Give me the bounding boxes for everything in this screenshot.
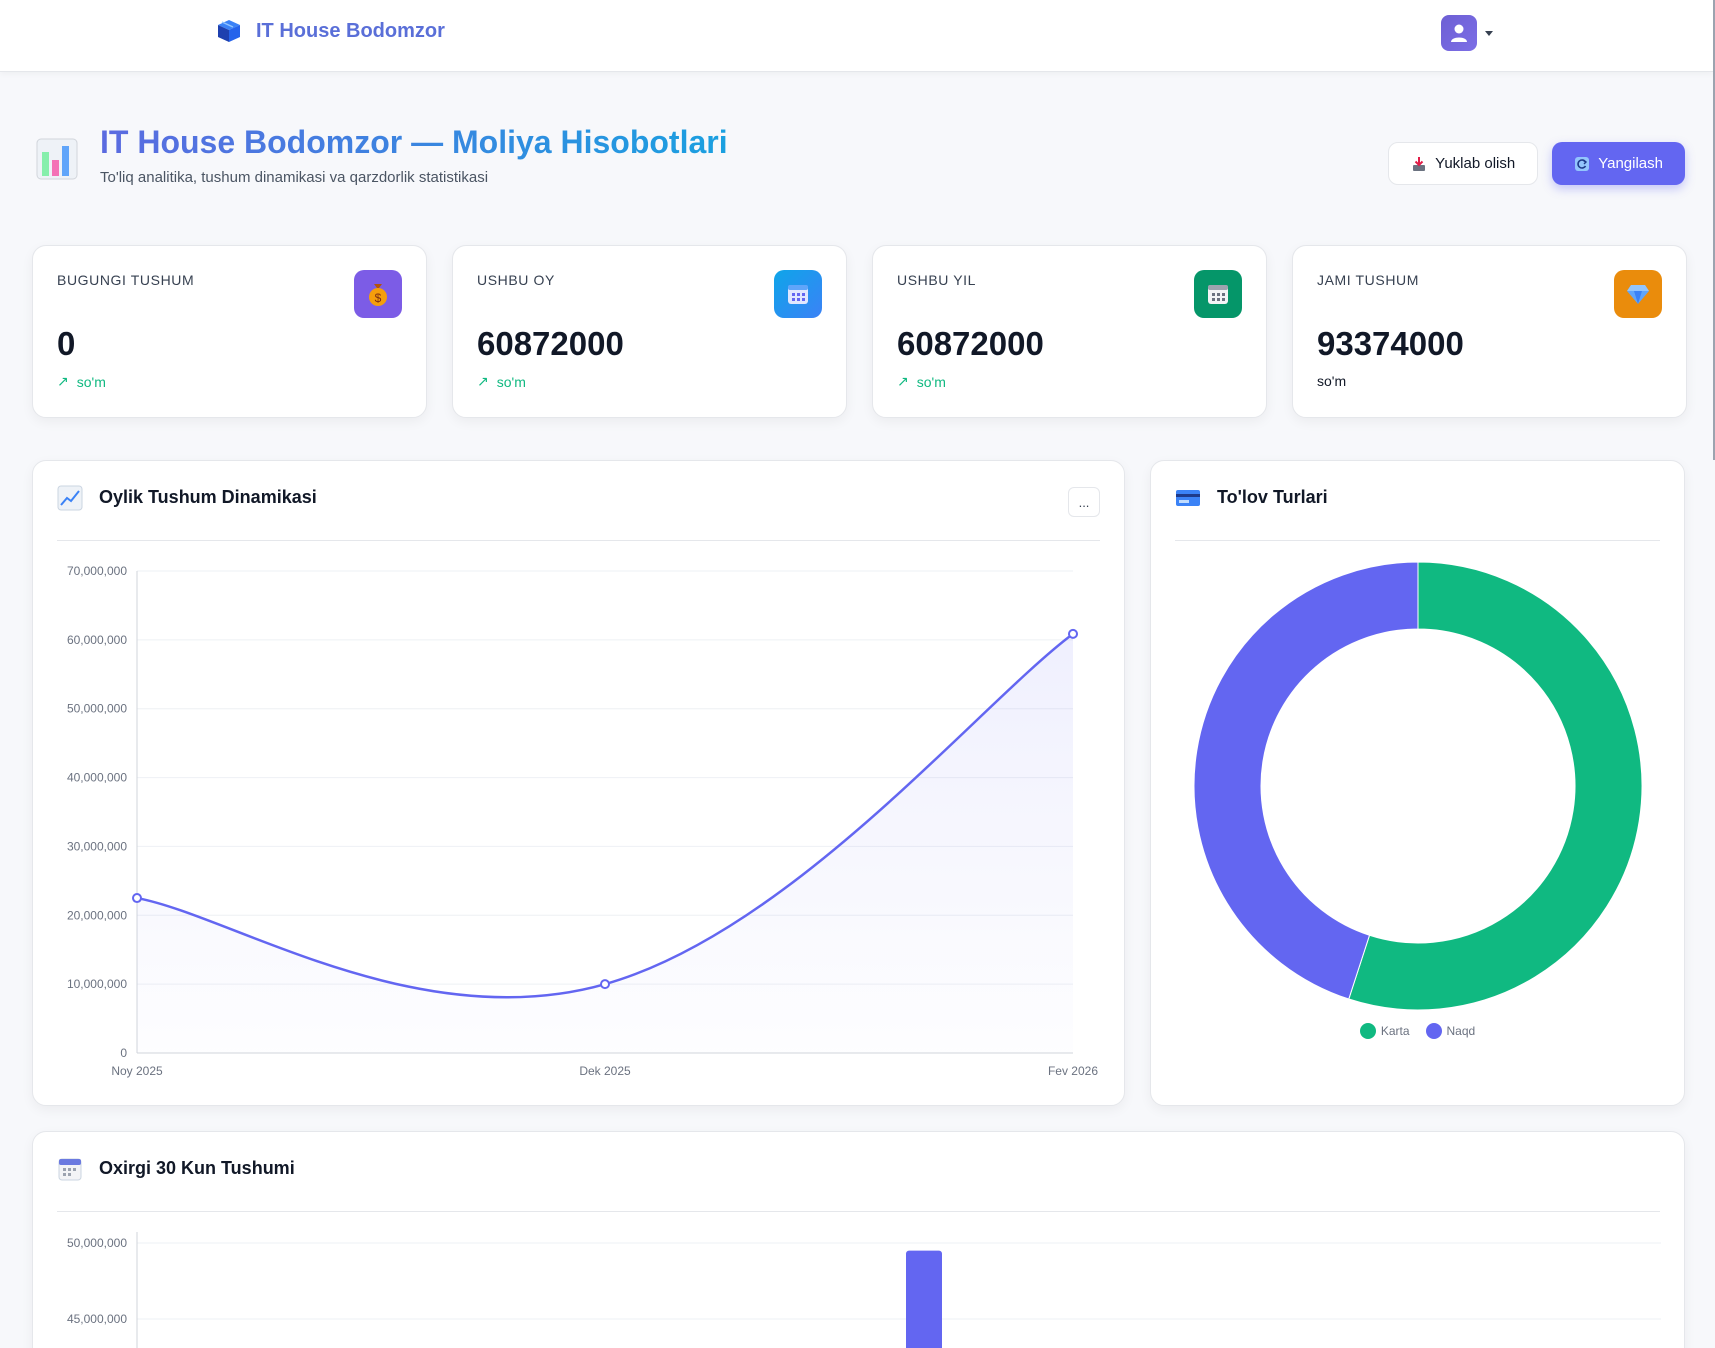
user-icon [1451,24,1467,42]
stat-label: BUGUNGI TUSHUM [57,272,195,288]
stats-row: BUGUNGI TUSHUM $ 0 ↗ so'm USHBU OY 60872… [32,245,1687,418]
download-label: Yuklab olish [1435,155,1516,172]
card-header: Oxirgi 30 Kun Tushumi [57,1156,1660,1212]
monthly-line-chart: 0 10,000,000 20,000,000 30,000,000 40,000,00… [67,564,1098,1078]
y-tick-label: 60,000,000 [67,633,127,647]
chevron-down-icon[interactable] [1485,30,1493,36]
line-chart-icon [57,485,83,511]
last-30-days-card: Oxirgi 30 Kun Tushumi 50,000,000 45,000,0… [32,1131,1685,1348]
x-tick-label: Dek 2025 [579,1064,631,1078]
download-button[interactable]: Yuklab olish [1388,142,1539,185]
legend-label: Karta [1380,1024,1410,1038]
y-tick-label: 50,000,000 [67,702,127,716]
page-header: IT House Bodomzor — Moliya Hisobotlari T… [36,124,728,186]
payment-donut-chart [1193,561,1643,1011]
header-actions: Yuklab olish Yangilash [1388,142,1685,185]
money-bag-icon: $ [354,270,402,318]
y-tick-label: 50,000,000 [67,1236,127,1250]
y-tick-label: 0 [120,1046,127,1060]
stat-card-month: USHBU OY 60872000 ↗ so'm [452,245,847,418]
data-point [600,979,610,990]
legend-label: Naqd [1446,1024,1476,1038]
stat-card-today: BUGUNGI TUSHUM $ 0 ↗ so'm [32,245,427,418]
monthly-revenue-card: Oylik Tushum Dinamikasi ... 0 10,000,000 2… [32,460,1125,1106]
legend-swatch [1425,1023,1442,1039]
legend-item-naqd[interactable]: Naqd [1425,1023,1476,1039]
y-tick-label: 30,000,000 [67,839,127,853]
stat-card-year: USHBU YIL 60872000 ↗ so'm [872,245,1267,418]
card-title: Oylik Tushum Dinamikasi [99,487,317,507]
donut-legend: Karta Naqd [1151,1023,1684,1039]
card-header: Oylik Tushum Dinamikasi ... [57,485,1100,541]
cube-icon [218,20,240,42]
card-header: To'lov Turlari [1175,485,1660,541]
stat-value: 60872000 [477,325,624,362]
svg-text:$: $ [375,291,382,305]
brand-name: IT House Bodomzor [256,19,445,42]
trend-up-icon: ↗ [477,373,489,389]
stat-unit: ↗ so'm [897,373,946,390]
stat-unit: so'm [1317,373,1347,389]
y-tick-label: 20,000,000 [67,908,127,922]
brand[interactable]: IT House Bodomzor [216,18,445,44]
calendar-icon [58,1158,82,1181]
user-menu[interactable] [1441,15,1493,51]
download-icon [1413,156,1426,171]
calendar-icon [1194,270,1242,318]
stat-value: 0 [57,325,76,362]
refresh-icon [1575,156,1590,171]
bar-chart-icon [36,138,78,180]
donut-slice-naqd [1193,561,1419,1000]
bar [906,1250,942,1348]
stat-unit: ↗ so'm [477,373,526,390]
top-navbar: IT House Bodomzor [0,0,1713,72]
more-options-button[interactable]: ... [1068,487,1100,517]
y-tick-label: 70,000,000 [67,564,127,578]
scrollbar[interactable] [1713,0,1715,460]
legend-swatch [1359,1023,1376,1039]
daily-bar-chart: 50,000,000 45,000,000 [67,1232,1661,1348]
stat-unit: ↗ so'm [57,373,106,390]
data-point [1068,628,1078,639]
payment-types-card: To'lov Turlari Karta Naqd [1150,460,1685,1106]
y-tick-label: 10,000,000 [67,977,127,991]
refresh-button[interactable]: Yangilash [1552,142,1685,185]
stat-label: USHBU OY [477,272,555,288]
x-tick-label: Fev 2026 [1048,1064,1098,1078]
credit-card-icon [1176,490,1200,506]
stat-value: 60872000 [897,325,1044,362]
line-area-fill [137,633,1073,1053]
card-title: Oxirgi 30 Kun Tushumi [99,1158,295,1178]
trend-up-icon: ↗ [897,373,909,389]
y-tick-label: 40,000,000 [67,771,127,785]
refresh-label: Yangilash [1598,155,1663,172]
trend-up-icon: ↗ [57,373,69,389]
legend-item-karta[interactable]: Karta [1359,1023,1410,1039]
x-tick-label: Noy 2025 [111,1064,163,1078]
stat-value: 93374000 [1317,325,1464,362]
y-tick-label: 45,000,000 [67,1312,127,1326]
data-point [132,893,142,904]
page-title: IT House Bodomzor — Moliya Hisobotlari [100,124,728,160]
stat-card-total: JAMI TUSHUM 93374000 so'm [1292,245,1687,418]
donut-slice-karta [1348,561,1643,1011]
stat-label: JAMI TUSHUM [1317,272,1420,288]
stat-label: USHBU YIL [897,272,977,288]
card-title: To'lov Turlari [1217,487,1328,507]
calendar-icon [774,270,822,318]
diamond-icon [1614,270,1662,318]
page-subtitle: To'liq analitika, tushum dinamikasi va q… [100,169,489,186]
avatar[interactable] [1441,15,1477,51]
